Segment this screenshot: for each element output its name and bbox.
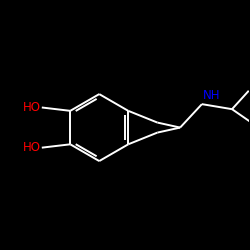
Text: NH: NH xyxy=(203,89,221,102)
Text: HO: HO xyxy=(22,141,40,154)
Text: HO: HO xyxy=(22,101,40,114)
